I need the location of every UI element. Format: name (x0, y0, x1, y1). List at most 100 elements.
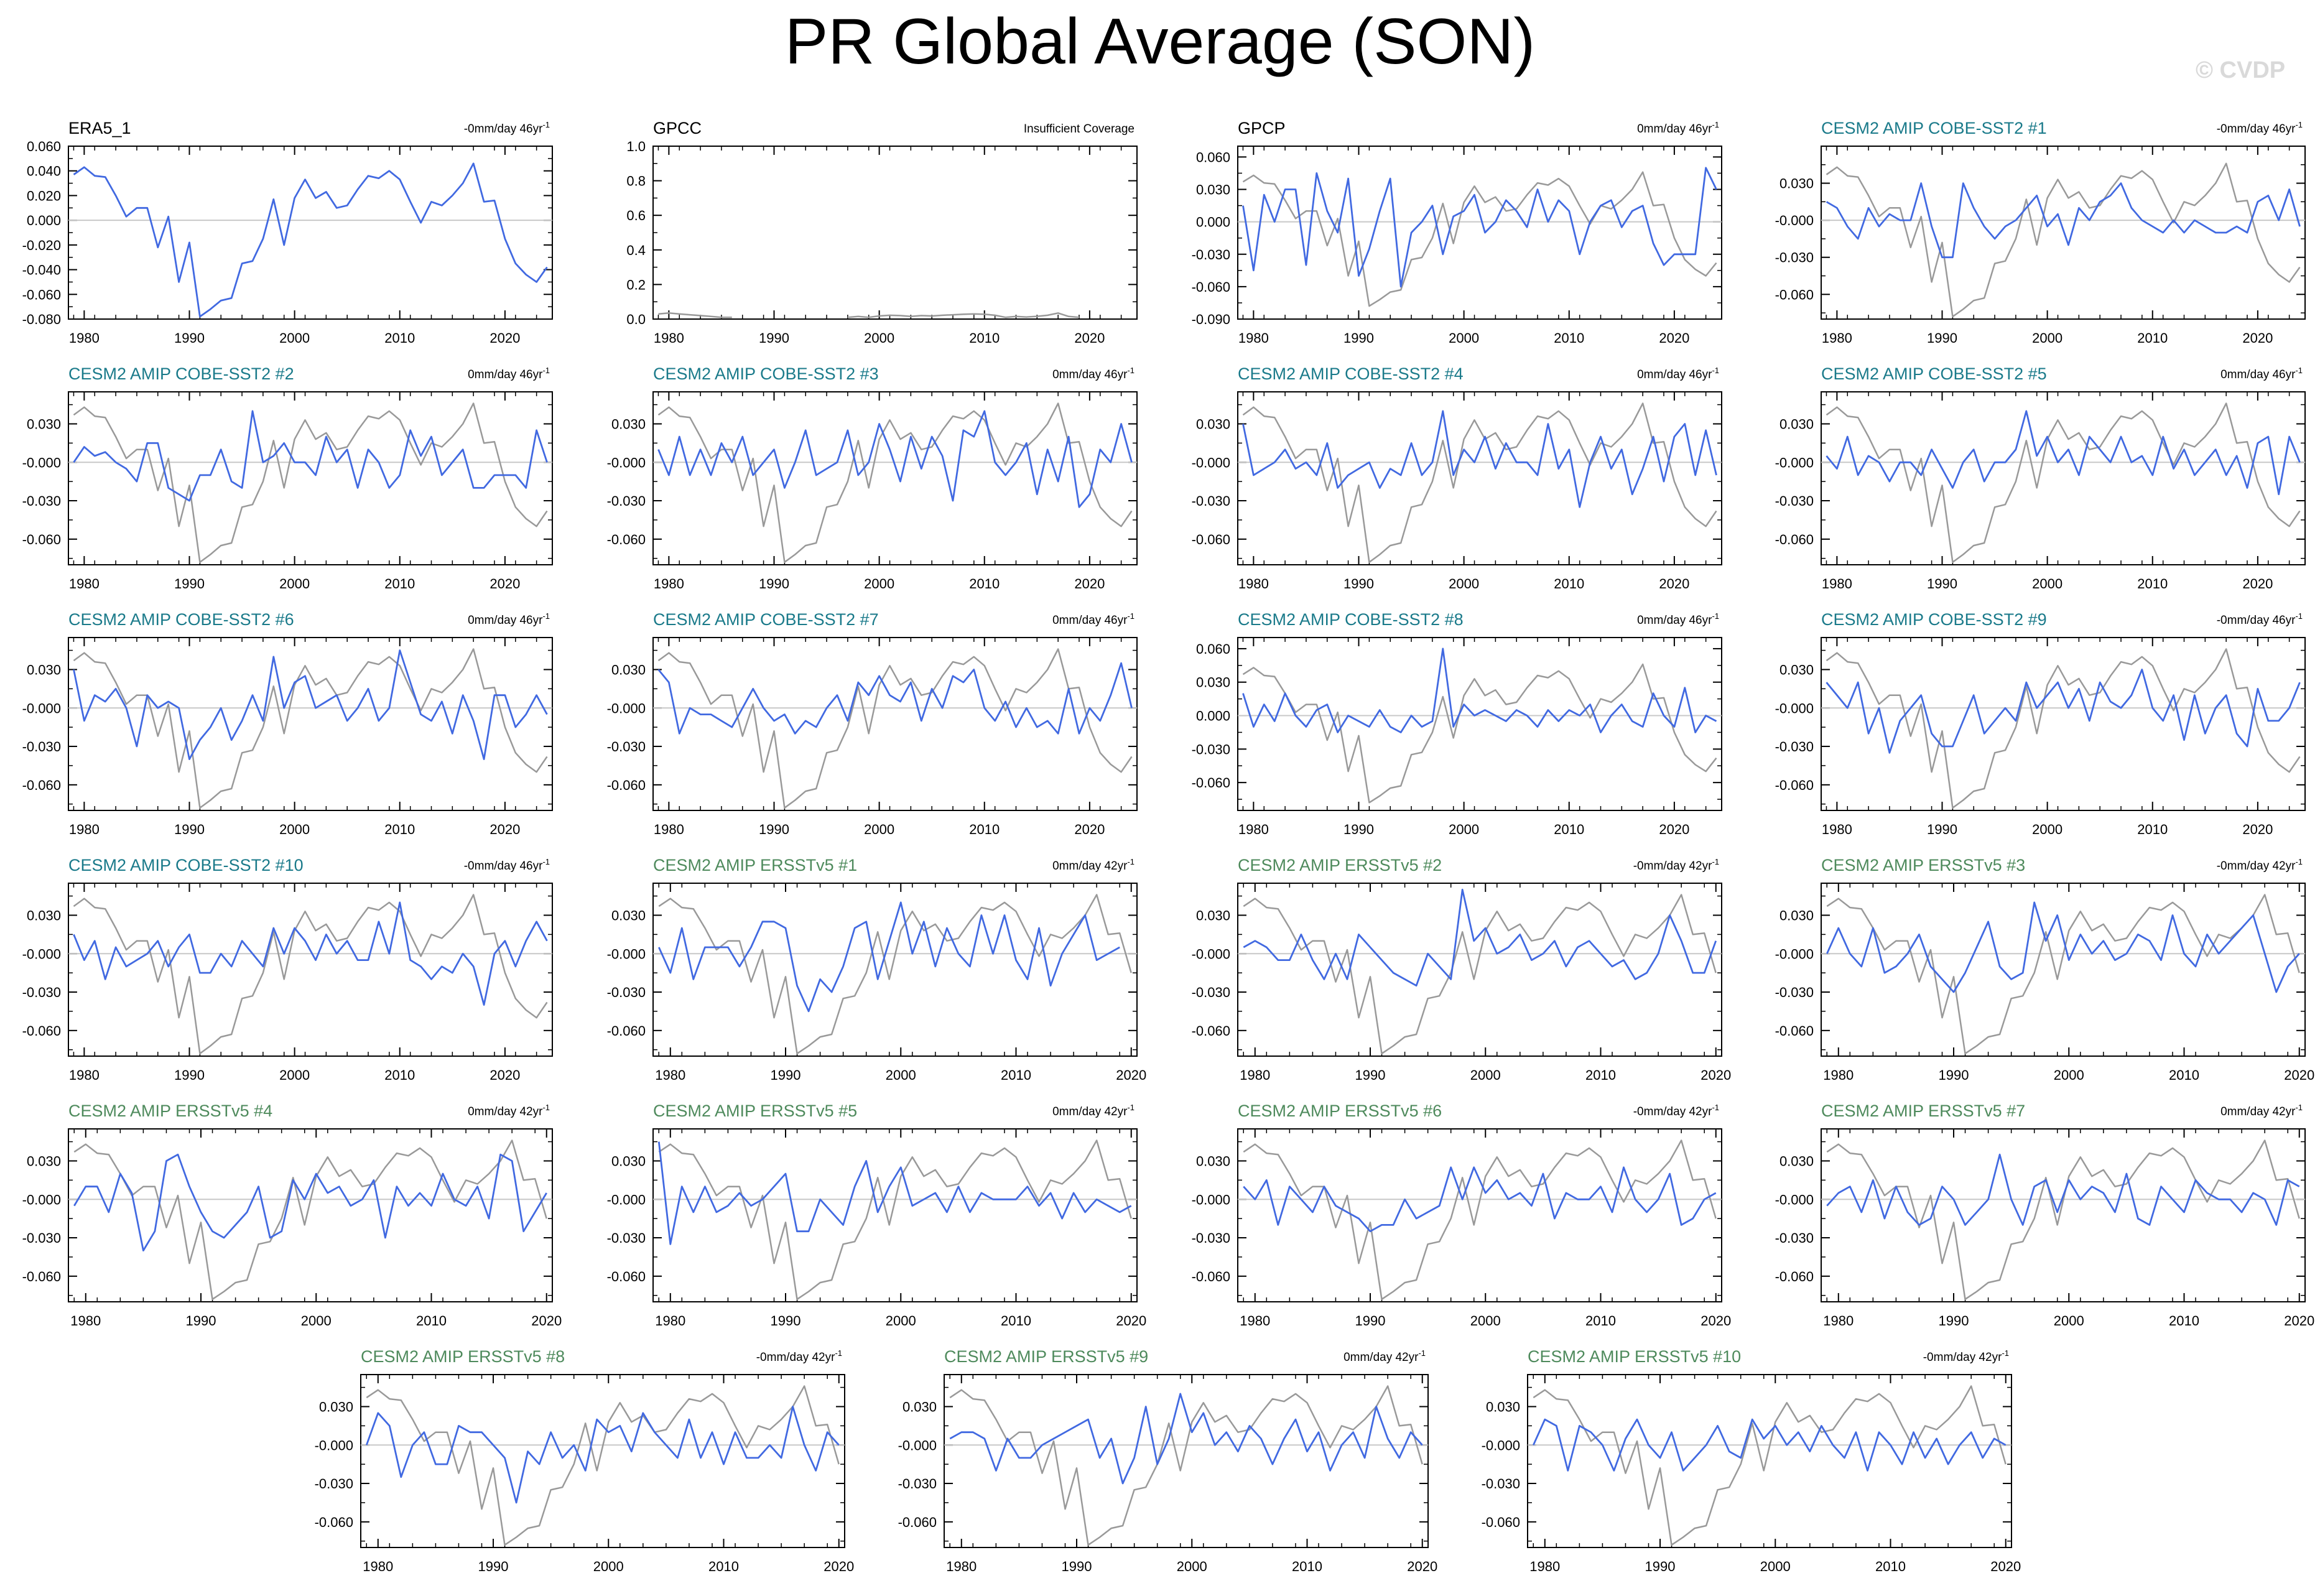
panel-trend-label: 0mm/day 46yr-1 (468, 611, 550, 627)
panel-trend-value: -0mm/day 42yr (756, 1351, 835, 1364)
series-line-observation (658, 312, 732, 318)
x-tick-label: 2020 (2242, 330, 2273, 346)
y-tick-label: -0.030 (1192, 247, 1230, 262)
chart-panel-2: GPCC Insufficient Coverage 1.0 0.8 0.6 0.4 0.2… (626, 119, 1138, 346)
chart-panel-18: CESM2 AMIP ERSSTv5 #5 0mm/day 42yr-1 0.030… (607, 1102, 1147, 1329)
x-tick-label: 2000 (2054, 1313, 2084, 1329)
plot-frame (68, 391, 553, 565)
panel-trend-exponent: -1 (2295, 857, 2303, 866)
x-tick-label: 1990 (1939, 1313, 1969, 1329)
chart-panel-21: CESM2 AMIP ERSSTv5 #8 -0mm/day 42yr-1 0.03… (315, 1347, 855, 1574)
plot-frame (68, 637, 553, 811)
series-line-model (1826, 182, 2301, 259)
y-tick-label: 0.030 (1196, 182, 1230, 198)
panel-trend-label: -0mm/day 42yr-1 (756, 1348, 842, 1364)
y-tick-label: -0.000 (22, 455, 61, 470)
panel-trend-label: 0mm/day 46yr-1 (2220, 366, 2303, 381)
series-line-model (1533, 1418, 2007, 1472)
panel-trend-value: 0mm/day 42yr (468, 1105, 543, 1118)
x-tick-label: 1980 (1529, 1559, 1560, 1574)
x-tick-label: 2020 (1407, 1559, 1437, 1574)
panel-title: CESM2 AMIP ERSSTv5 #8 (361, 1347, 565, 1366)
x-tick-label: 2010 (1001, 1313, 1031, 1329)
y-tick-label: 0.030 (1196, 1153, 1230, 1169)
y-tick-label: -0.000 (1192, 946, 1230, 962)
y-tick-label: -0.030 (1775, 985, 1814, 1000)
x-tick-label: 2010 (2169, 1313, 2199, 1329)
panel-trend-exponent: -1 (1127, 857, 1134, 866)
plot-frame (1821, 1128, 2306, 1302)
panel-trend-exponent: -1 (1127, 611, 1134, 621)
plot-frame (1527, 1374, 2012, 1548)
y-tick-label: -0.060 (898, 1515, 937, 1530)
x-tick-label: 2000 (864, 576, 894, 592)
x-tick-label: 2020 (1116, 1313, 1146, 1329)
panel-title: CESM2 AMIP COBE-SST2 #10 (68, 856, 304, 875)
x-tick-label: 1990 (1343, 822, 1374, 837)
series-line-observation (1242, 402, 1717, 564)
panel-title: CESM2 AMIP ERSSTv5 #6 (1238, 1102, 1442, 1120)
y-tick-label: -0.030 (1192, 1230, 1230, 1246)
panel-title: CESM2 AMIP ERSSTv5 #5 (653, 1102, 857, 1120)
series-line-model (1243, 1166, 1717, 1233)
panel-trend-value: -0mm/day 46yr (2217, 123, 2296, 136)
panel-trend-exponent: -1 (1127, 1103, 1134, 1112)
x-tick-label: 2020 (490, 576, 520, 592)
panel-trend-exponent: -1 (1712, 1103, 1719, 1112)
y-tick-label: -0.000 (22, 700, 61, 716)
panel-trend-label: -0mm/day 46yr-1 (2217, 120, 2303, 136)
x-tick-label: 1990 (759, 822, 789, 837)
x-tick-label: 1980 (363, 1559, 393, 1574)
y-tick-label: -0.030 (607, 739, 646, 754)
chart-panel-9: CESM2 AMIP COBE-SST2 #6 0mm/day 46yr-1 0.0… (22, 610, 553, 837)
chart-panel-23: CESM2 AMIP ERSSTv5 #10 -0mm/day 42yr-1 0.0… (1482, 1347, 2021, 1574)
panel-title: CESM2 AMIP COBE-SST2 #1 (1821, 119, 2047, 137)
y-tick-label: -0.090 (1192, 312, 1230, 327)
panel-title: CESM2 AMIP ERSSTv5 #4 (68, 1102, 272, 1120)
y-tick-label: 0.060 (1196, 149, 1230, 165)
y-tick-label: 0.4 (626, 243, 646, 258)
panel-trend-exponent: -1 (1712, 611, 1719, 621)
x-tick-label: 2000 (2032, 822, 2062, 837)
x-tick-label: 2020 (531, 1313, 562, 1329)
panel-trend-value: 0mm/day 46yr (2220, 368, 2296, 381)
panel-trend-label: 0mm/day 46yr-1 (1052, 366, 1134, 381)
x-tick-label: 1990 (1939, 1067, 1969, 1083)
plot-frame (652, 637, 1138, 811)
plot-frame (1821, 146, 2306, 320)
panel-title: CESM2 AMIP COBE-SST2 #7 (653, 610, 879, 629)
series-line-model (1826, 669, 2301, 754)
x-tick-label: 1980 (70, 1313, 101, 1329)
series-line-model (73, 649, 548, 760)
x-tick-label: 1980 (69, 330, 100, 346)
chart-panel-16: CESM2 AMIP ERSSTv5 #3 -0mm/day 42yr-1 0.03… (1775, 856, 2315, 1083)
x-tick-label: 2000 (1760, 1559, 1791, 1574)
panel-trend-value: 0mm/day 42yr (2220, 1105, 2296, 1118)
x-tick-label: 2010 (969, 822, 1000, 837)
y-tick-label: -0.000 (1192, 1192, 1230, 1207)
panel-trend-label: 0mm/day 42yr-1 (468, 1103, 550, 1118)
y-tick-label: -0.030 (22, 493, 61, 509)
panel-trend-value: -0mm/day 42yr (2217, 860, 2296, 873)
panel-title: CESM2 AMIP COBE-SST2 #3 (653, 364, 879, 383)
y-tick-label: 0.030 (1779, 662, 1814, 677)
y-tick-label: -0.060 (22, 287, 61, 302)
series-line-observation (1533, 1385, 2007, 1546)
y-tick-label: 0.020 (27, 188, 61, 203)
chart-panel-4: CESM2 AMIP COBE-SST2 #1 -0mm/day 46yr-1 0.… (1775, 119, 2306, 346)
x-tick-label: 1980 (69, 1067, 100, 1083)
panel-trend-label: -0mm/day 42yr-1 (1923, 1348, 2009, 1364)
series-line-observation (657, 648, 1133, 809)
series-line-observation (1242, 171, 1717, 307)
y-tick-label: -0.060 (315, 1515, 353, 1530)
x-tick-label: 2010 (1554, 822, 1584, 837)
y-tick-label: -0.000 (607, 700, 646, 716)
x-tick-label: 2020 (1990, 1559, 2021, 1574)
panel-trend-value: -0mm/day 42yr (1923, 1351, 2002, 1364)
panel-trend-value: 0mm/day 46yr (1637, 368, 1712, 381)
series-line-model (1243, 888, 1717, 987)
y-tick-label: 0.030 (319, 1399, 353, 1414)
panel-title: GPCP (1238, 119, 1286, 137)
x-tick-label: 1980 (1823, 1067, 1854, 1083)
x-tick-label: 1990 (759, 330, 789, 346)
